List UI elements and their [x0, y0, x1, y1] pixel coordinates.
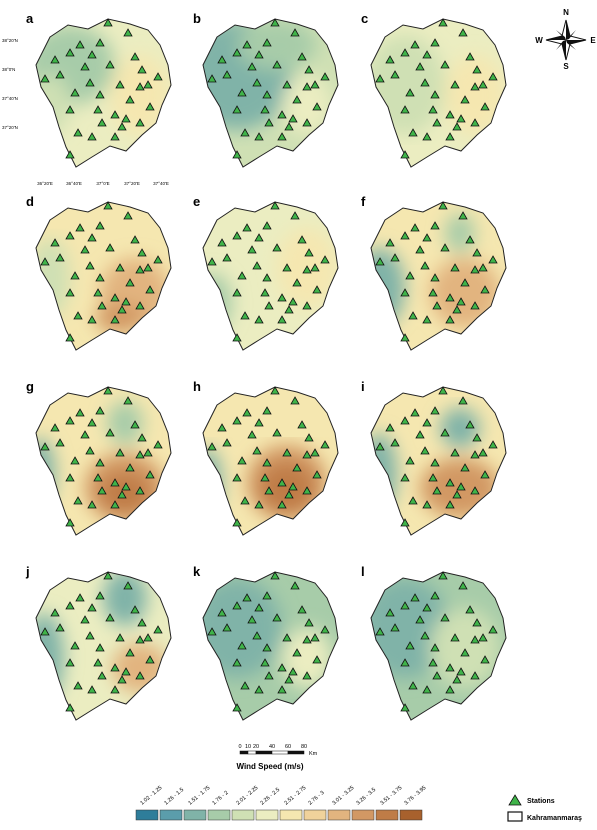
longitude-label: 37°40'E: [153, 181, 169, 186]
panel-label: l: [361, 564, 365, 579]
latitude-label: 38°20'N: [2, 38, 18, 43]
stations-label: Stations: [527, 798, 555, 805]
latitude-label: 37°20'N: [2, 125, 18, 130]
compass-letter: E: [590, 36, 596, 45]
panel-label: b: [193, 11, 201, 26]
scale-segment: [288, 751, 304, 754]
panel-label: f: [361, 194, 366, 209]
scale-label: 80: [301, 744, 307, 750]
legend-swatch: [184, 810, 206, 820]
compass-letter: N: [563, 8, 569, 17]
panel-label: d: [26, 194, 34, 209]
scale-segment: [256, 751, 272, 754]
panel-label: i: [361, 379, 365, 394]
legend-swatch: [400, 810, 422, 820]
legend-swatch: [256, 810, 278, 820]
scale-label: 10: [245, 744, 251, 750]
scale-label: 60: [285, 744, 291, 750]
scale-label: 0: [238, 744, 241, 750]
scale-segment: [240, 751, 248, 754]
legend-swatch: [352, 810, 374, 820]
longitude-label: 37°20'E: [124, 181, 140, 186]
longitude-label: 37°0'E: [96, 181, 109, 186]
legend-swatch: [232, 810, 254, 820]
scale-segment: [272, 751, 288, 754]
legend-title: Wind Speed (m/s): [236, 762, 303, 771]
panel-label: k: [193, 564, 201, 579]
scale-unit: Km: [309, 751, 318, 757]
latitude-label: 38°0'N: [2, 67, 15, 72]
legend-swatch: [136, 810, 158, 820]
panel-label: e: [193, 194, 200, 209]
figure: a b c d e f g h i j k l 38°20'N 38°0'N 37°40'N 37°20'N 3…: [0, 0, 597, 830]
speed-zone: [430, 608, 500, 688]
legend-swatch: [328, 810, 350, 820]
longitude-label: 36°20'E: [37, 181, 53, 186]
speed-zone: [107, 401, 143, 445]
panel-label: c: [361, 11, 368, 26]
compass-letter: W: [535, 36, 543, 45]
panel-label: j: [25, 564, 30, 579]
legend-swatch: [376, 810, 398, 820]
scale-segment: [248, 751, 256, 754]
panel-label: g: [26, 379, 34, 394]
legend-swatch: [304, 810, 326, 820]
compass-letter: S: [563, 62, 569, 71]
legend-swatch: [160, 810, 182, 820]
scale-label: 20: [253, 744, 259, 750]
panel-label: a: [26, 11, 34, 26]
boundary-label: Kahramanmaraş: [527, 815, 582, 822]
panel-label: h: [193, 379, 201, 394]
latitude-label: 37°40'N: [2, 96, 18, 101]
scale-label: 40: [269, 744, 275, 750]
legend-swatch: [280, 810, 302, 820]
longitude-label: 36°40'E: [66, 181, 82, 186]
legend-swatch: [208, 810, 230, 820]
